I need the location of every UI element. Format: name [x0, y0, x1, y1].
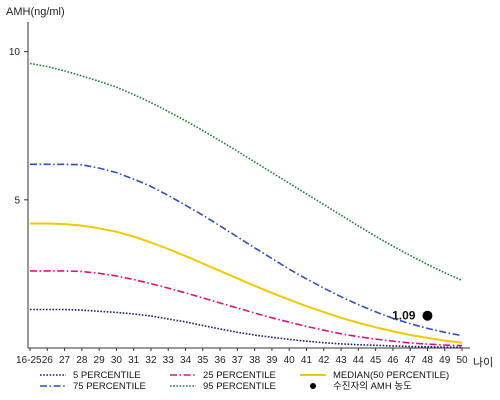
y-tick-label: 10: [9, 47, 21, 58]
legend-label: MEDIAN(50 PERCENTILE): [333, 370, 449, 381]
x-tick-label: 27: [59, 355, 71, 366]
x-tick-label: 35: [197, 355, 209, 366]
legend-marker-swatch: [310, 383, 316, 389]
x-tick-label: 46: [387, 355, 399, 366]
x-ticks: 16-25 26 27 28 29 30 31 32 33 34 35 36 37 38 39 40 41 42 4…: [16, 348, 468, 366]
legend-label: 25 PERCENTILE: [203, 370, 276, 381]
x-tick-label: 42: [318, 355, 330, 366]
y-ticks: 5 10: [9, 47, 28, 206]
patient-amh-value-label: 1.09: [392, 309, 416, 323]
x-axis-label: 나이: [473, 356, 493, 369]
patient-marker: 1.09: [392, 309, 433, 323]
x-tick-label: 16-25: [16, 355, 42, 366]
x-tick-label: 39: [266, 355, 278, 366]
x-tick-label: 45: [370, 355, 382, 366]
x-tick-label: 44: [353, 355, 365, 366]
legend-label: 95 PERCENTILE: [203, 381, 276, 392]
series-line: [30, 308, 463, 349]
x-tick-label: 28: [76, 355, 88, 366]
y-tick-label: 5: [14, 195, 20, 206]
x-tick-label: 41: [301, 355, 313, 366]
series-line: [30, 222, 463, 344]
x-tick-label: 40: [284, 355, 296, 366]
y-axis-label: AMH(ng/ml): [6, 6, 65, 18]
x-tick-label: 33: [163, 355, 175, 366]
series-line: [30, 163, 463, 337]
legend-label: 5 PERCENTILE: [73, 370, 141, 381]
x-tick-label: 32: [145, 355, 157, 366]
x-tick-label: 36: [215, 355, 227, 366]
x-tick-label: 43: [335, 355, 347, 366]
x-tick-label: 50: [456, 355, 468, 366]
legend-label: 75 PERCENTILE: [73, 381, 146, 392]
legend-marker-label: 수진자의 AMH 농도: [333, 381, 412, 392]
series-line: [29, 62, 463, 282]
legend: 5 PERCENTILE 25 PERCENTILE MEDIAN(50 PERCE…: [40, 370, 449, 392]
x-tick-label: 37: [232, 355, 244, 366]
x-tick-label: 30: [111, 355, 123, 366]
x-tick-label: 26: [42, 355, 54, 366]
x-tick-label: 49: [439, 355, 451, 366]
x-tick-label: 48: [422, 355, 434, 366]
x-tick-label: 29: [94, 355, 106, 366]
series-line: [30, 270, 463, 347]
patient-amh-point: [422, 310, 433, 321]
x-tick-label: 34: [180, 355, 192, 366]
x-tick-label: 31: [128, 355, 140, 366]
x-tick-label: 47: [405, 355, 417, 366]
series-lines: [29, 62, 463, 349]
x-tick-label: 38: [249, 355, 261, 366]
